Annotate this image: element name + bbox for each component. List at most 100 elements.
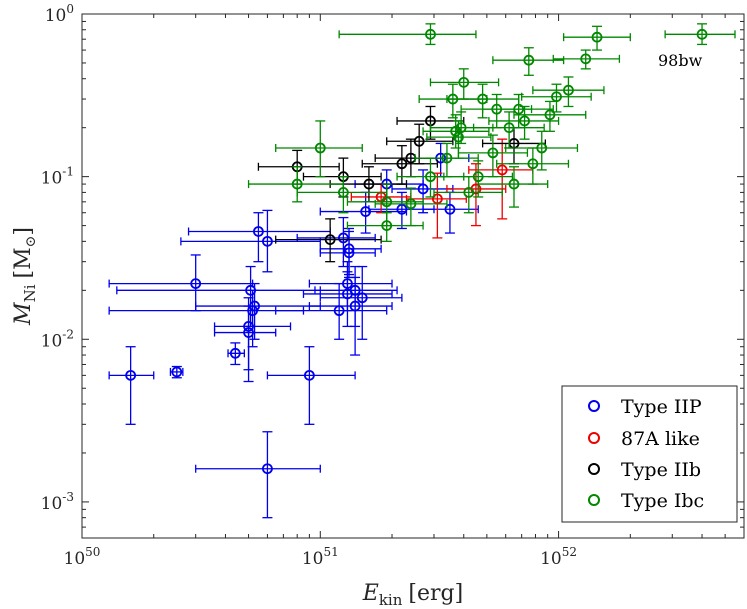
point-marker (314, 142, 326, 154)
point-marker (696, 28, 708, 40)
point-marker (360, 206, 372, 217)
data-point (195, 431, 321, 519)
series-type-ibc (247, 23, 736, 243)
data-point (266, 346, 356, 425)
x-tick-label: 1051 (302, 545, 339, 569)
point-marker (519, 115, 530, 127)
point-marker (343, 247, 355, 259)
point-marker (523, 54, 535, 66)
axis-ticks (81, 13, 745, 539)
data-point (374, 187, 448, 227)
axis-tick-labels: 1050 1051 1052 10-3 10-2 10-1 100 (41, 2, 577, 569)
data-point (275, 120, 363, 178)
point-marker (337, 232, 349, 244)
point-marker (337, 187, 349, 198)
data-point (446, 163, 507, 227)
point-marker (405, 198, 417, 210)
point-marker (455, 122, 467, 134)
data-point (472, 111, 545, 149)
y-axis-label-unit-open: [M (11, 247, 36, 278)
data-point (532, 76, 605, 108)
data-point (296, 175, 388, 214)
data-point (319, 265, 403, 340)
point-marker (425, 171, 436, 183)
point-marker (413, 135, 425, 147)
point-marker (477, 93, 489, 105)
data-marks (108, 23, 736, 519)
y-axis-label-unit-close: ] (11, 227, 36, 236)
point-marker (563, 84, 574, 96)
y-axis-label: MNi [M⊙] (11, 227, 39, 326)
data-point (108, 346, 155, 425)
legend: Type IIP 87A like Type IIb Type Ibc (561, 385, 738, 523)
point-marker (527, 158, 539, 170)
point-marker (349, 300, 361, 312)
data-point (275, 218, 382, 263)
data-point (488, 105, 560, 140)
data-point (552, 49, 621, 70)
data-point (562, 25, 631, 51)
legend-label-type-iib: Type IIb (621, 459, 701, 481)
data-point (492, 47, 565, 76)
point-marker (591, 31, 603, 43)
y-tick-label: 10-1 (41, 165, 74, 189)
x-axis-label-sub: kin (379, 591, 403, 609)
point-marker (324, 234, 336, 246)
point-marker (508, 178, 520, 190)
data-point (319, 191, 408, 234)
point-marker (496, 164, 508, 176)
point-marker (458, 76, 470, 88)
point-marker (544, 109, 556, 121)
point-marker (425, 28, 436, 40)
data-point (521, 83, 592, 113)
legend-label-type-ibc: Type Ibc (621, 490, 704, 512)
point-marker (125, 369, 137, 381)
y-tick-label: 10-2 (41, 327, 74, 351)
point-marker (444, 203, 456, 215)
legend-marker-87a-like (588, 432, 600, 444)
data-point (296, 216, 376, 268)
point-marker (551, 91, 562, 103)
point-marker (303, 369, 315, 381)
y-tick-label: 100 (45, 2, 74, 26)
data-point (414, 142, 479, 178)
point-marker (463, 187, 475, 198)
point-marker (487, 147, 499, 159)
point-marker (503, 122, 515, 134)
annotation-98bw: 98bw (658, 51, 703, 70)
point-marker (190, 278, 202, 289)
data-point (319, 230, 376, 279)
y-axis-label-sub: Ni (21, 284, 39, 302)
point-marker (262, 235, 273, 247)
data-point (227, 342, 245, 366)
y-axis-label-main: M (11, 302, 36, 326)
legend-box (561, 385, 738, 523)
data-point (338, 23, 477, 46)
x-tick-label: 1050 (64, 545, 101, 569)
y-tick-label: 10-3 (41, 490, 74, 514)
point-marker (171, 366, 183, 378)
point-marker (580, 53, 592, 65)
point-marker (417, 183, 429, 195)
point-marker (513, 103, 525, 115)
data-point (308, 276, 393, 356)
point-marker (249, 300, 260, 312)
point-marker (453, 131, 464, 143)
point-marker (356, 292, 368, 304)
point-marker (381, 196, 393, 208)
data-point (405, 172, 467, 239)
point-marker (381, 220, 393, 231)
point-marker (229, 347, 241, 359)
y-axis-label-unit-sub: ⊙ (23, 236, 39, 248)
legend-marker-type-ibc (588, 494, 600, 506)
plot-frame (81, 13, 745, 539)
data-point (169, 365, 184, 379)
legend-label-type-iip: Type IIP (621, 396, 702, 418)
data-point (664, 23, 736, 46)
data-point (457, 134, 529, 178)
legend-marker-type-iip (588, 400, 600, 412)
point-marker (262, 463, 273, 475)
x-axis-label: Ekin [erg] (362, 581, 463, 609)
data-point (513, 100, 587, 132)
